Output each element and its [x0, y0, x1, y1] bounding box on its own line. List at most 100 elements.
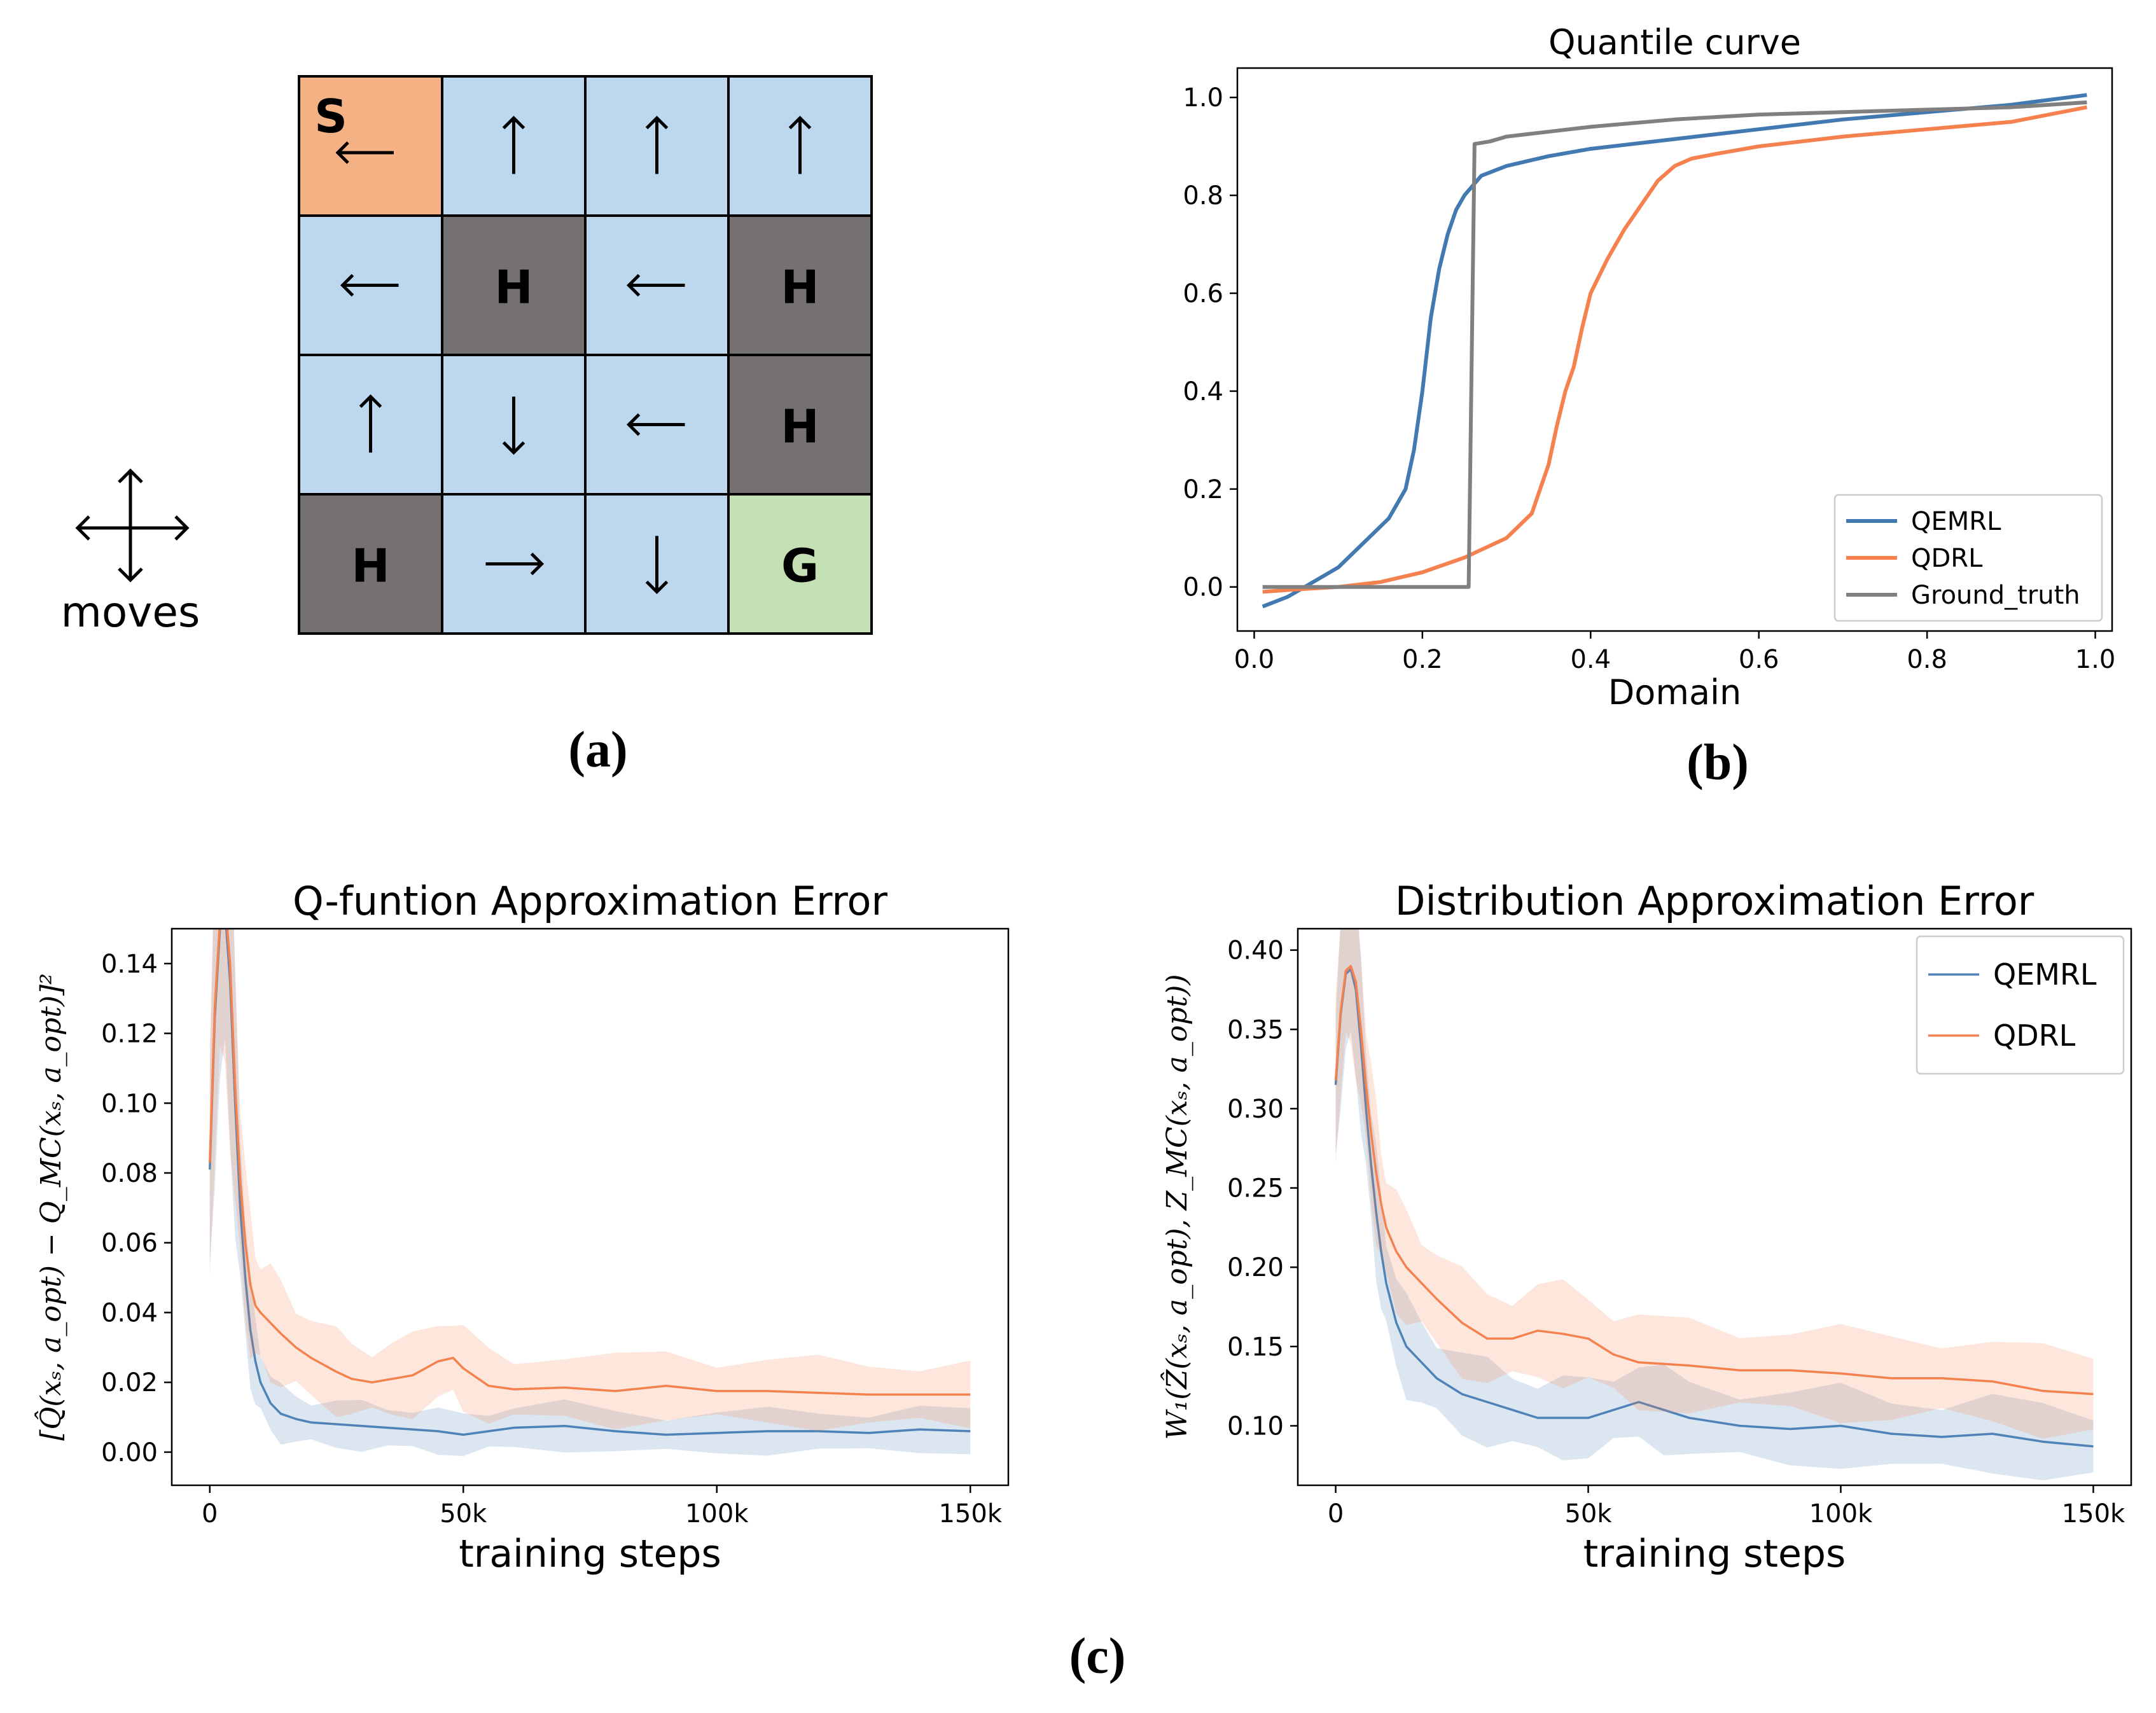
- arrow-left-icon: [340, 274, 399, 297]
- arrow-up-icon: [502, 115, 525, 174]
- series-line-qemrl: [1334, 967, 2094, 1448]
- caption-b: (b): [1687, 735, 1749, 791]
- arrow-up-icon: [788, 115, 812, 174]
- grid-cell-hole: [727, 354, 873, 496]
- x-tick-label: 0.8: [1907, 645, 1947, 674]
- plot-area: [1334, 929, 2094, 1481]
- chart-title: Distribution Approximation Error: [1395, 878, 2034, 924]
- quantile-curve-chart: Quantile curve 0.0 0.2 0.4 0.6 0.8 1.0 0.0 0.2 0.…: [1183, 22, 2115, 712]
- hole-label: H: [494, 261, 532, 314]
- arrow-head: [359, 394, 382, 408]
- y-tick-label: 0.8: [1183, 181, 1223, 211]
- arrow-left-icon: [626, 413, 685, 436]
- plot-frame: [170, 927, 1010, 1487]
- arrow-head: [530, 552, 545, 576]
- y-tick-label: 0.04: [101, 1298, 158, 1328]
- moves-compass-icon: [75, 468, 190, 583]
- y-tick-label: 0.25: [1227, 1174, 1284, 1203]
- chart-title: Quantile curve: [1548, 22, 1801, 62]
- arrow-head: [645, 115, 669, 130]
- series-line-qdrl: [209, 929, 971, 1396]
- x-tick-label: 0.2: [1402, 645, 1443, 674]
- arrow-left-icon: [626, 274, 685, 297]
- series-line-qemrl: [1262, 93, 2087, 609]
- y-tick-label: 0.40: [1227, 936, 1284, 966]
- y-tick-label: 0.08: [101, 1159, 158, 1188]
- y-tick-label: 0.12: [101, 1020, 158, 1049]
- arrow-head: [502, 115, 525, 130]
- x-tick-label: 100k: [1809, 1499, 1873, 1529]
- y-tick-label: 0.2: [1183, 475, 1223, 504]
- series-band-qdrl: [209, 929, 971, 1431]
- x-axis-label: training steps: [459, 1532, 721, 1576]
- q-function-error-chart: Q-funtion Approximation Error 0 50k 100k 150…: [34, 878, 1010, 1576]
- y-tick-label: 0.15: [1227, 1333, 1284, 1362]
- y-tick-label: 0.00: [101, 1438, 158, 1467]
- goal-label: G: [781, 539, 819, 593]
- series-line-ground-truth: [1262, 100, 2087, 589]
- grid-cell-frozen: [584, 75, 730, 217]
- y-tick-label: 0.35: [1227, 1015, 1284, 1044]
- y-tick-label: 0.06: [101, 1229, 158, 1258]
- x-tick-label: 1.0: [2075, 645, 2116, 674]
- arrow-down-icon: [502, 396, 525, 455]
- y-tick-label: 0.14: [101, 950, 158, 979]
- x-tick-label: 0.0: [1234, 645, 1275, 674]
- arrow-down-icon: [645, 536, 669, 595]
- caption-a: (a): [568, 722, 627, 778]
- plot-frame: [1297, 927, 2132, 1487]
- y-axis-label: W₁(Ẑ(xₛ, a_opt), Z_MC(xₛ, a_opt)): [1160, 974, 1193, 1439]
- legend-label: Ground_truth: [1911, 581, 2080, 610]
- y-tick-label: 0.6: [1183, 279, 1223, 309]
- legend-label: QDRL: [1911, 544, 1983, 573]
- series-line-qdrl: [1334, 964, 2094, 1396]
- hole-label: H: [781, 400, 819, 454]
- x-tick-label: 0.6: [1739, 645, 1779, 674]
- x-tick-label: 150k: [938, 1499, 1002, 1529]
- arrow-head: [626, 413, 641, 436]
- arrow-head: [502, 441, 525, 455]
- grid-cell-hole: [727, 214, 873, 356]
- moves-label: moves: [61, 588, 200, 637]
- legend-label: QEMRL: [1993, 957, 2097, 992]
- y-tick-label: 1.0: [1183, 83, 1223, 113]
- grid-cell-start: [298, 75, 443, 217]
- arrow-up-icon: [645, 115, 669, 174]
- series-band-qemrl: [209, 929, 971, 1456]
- x-tick-label: 100k: [685, 1499, 749, 1529]
- x-axis-label: Domain: [1608, 672, 1742, 712]
- grid-cell-hole: [298, 493, 443, 635]
- plot-area: [1262, 93, 2087, 609]
- chart-legend: QEMRL QDRL: [1916, 935, 2125, 1075]
- arrow-right-icon: [485, 552, 545, 576]
- y-tick-label: 0.02: [101, 1368, 158, 1397]
- arrow-head: [335, 141, 349, 164]
- x-axis-label: training steps: [1583, 1532, 1846, 1576]
- gridworld-panel: S H H H H G: [298, 75, 873, 635]
- y-tick-label: 0.30: [1227, 1095, 1284, 1124]
- grid-cell-hole: [441, 214, 587, 356]
- series-line-qdrl: [1262, 105, 2087, 594]
- chart-title: Q-funtion Approximation Error: [293, 878, 887, 924]
- plot-area: [209, 929, 971, 1456]
- x-tick-label: 0: [202, 1499, 218, 1529]
- x-tick-label: 0.4: [1570, 645, 1611, 674]
- x-tick-label: 150k: [2062, 1499, 2125, 1529]
- y-tick-label: 0.4: [1183, 377, 1223, 406]
- series-band-qdrl: [1335, 929, 2094, 1439]
- arrow-head: [788, 115, 812, 130]
- arrow-up-icon: [359, 394, 382, 453]
- x-tick-label: 0: [1328, 1499, 1344, 1529]
- arrow-left-icon: [335, 141, 394, 164]
- hole-label: H: [351, 539, 389, 593]
- grid-cell-goal: [727, 493, 873, 635]
- arrow-head: [340, 274, 354, 297]
- start-label: S: [314, 90, 347, 143]
- series-band-qemrl: [1335, 929, 2094, 1481]
- arrow-head: [626, 274, 641, 297]
- legend-box: [1916, 935, 2125, 1075]
- legend-label: QEMRL: [1911, 507, 2001, 536]
- x-tick-label: 50k: [1564, 1499, 1612, 1529]
- distribution-error-chart: Distribution Approximation Error 0 50k 100k…: [1160, 878, 2132, 1576]
